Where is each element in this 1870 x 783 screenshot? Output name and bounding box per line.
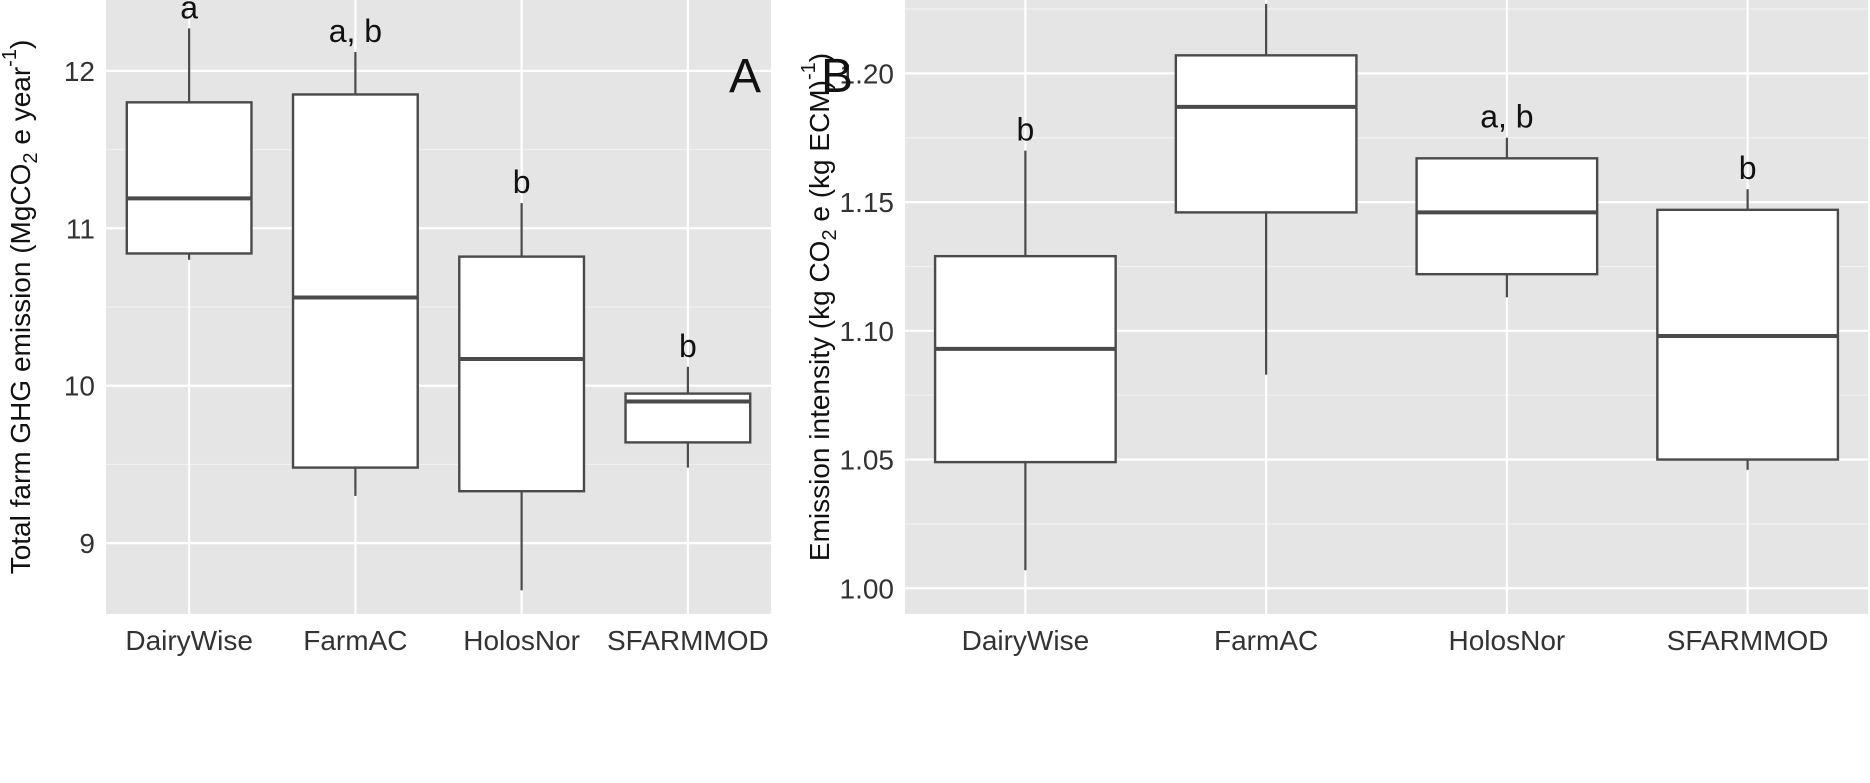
boxplot-farmac: a, b [291, 13, 419, 496]
interquartile-box [125, 101, 253, 255]
panel-b: 1.00 1.05 1.10 1.15 1.20 DairyWise FarmAC Holos… [798, 0, 1868, 656]
interquartile-box [458, 255, 586, 493]
boxplot-sfarmmod: b [624, 328, 752, 468]
significance-letter: b [513, 164, 531, 200]
interquartile-box [1174, 54, 1358, 214]
y-tick-label: 10 [64, 371, 95, 402]
x-tick-label: SFARMMOD [1667, 625, 1829, 656]
y-tick-label: 11 [66, 213, 95, 244]
x-tick-label: FarmAC [1214, 625, 1318, 656]
interquartile-box [933, 254, 1117, 464]
y-axis-title: Emission intensity (kg CO2 e (kg ECM)-1) [798, 53, 841, 561]
boxplot-dairywise: a [125, 0, 253, 260]
y-axis-title: Total farm GHG emission (MgCO2 e year-1) [0, 40, 42, 575]
significance-letter: b [1016, 112, 1034, 148]
interquartile-box [1415, 157, 1599, 276]
y-tick-label: 1.00 [840, 573, 895, 604]
x-tick-label: DairyWise [125, 625, 253, 656]
interquartile-box [291, 93, 419, 469]
x-tick-label: SFARMMOD [607, 625, 769, 656]
y-tick-label: 1.05 [840, 445, 895, 476]
significance-letter: a [180, 0, 198, 25]
boxplot-holosnor: b [458, 164, 586, 591]
x-tick-label: HolosNor [463, 625, 580, 656]
y-tick-label: 1.10 [840, 316, 895, 347]
y-tick-label: 12 [64, 56, 95, 87]
significance-letter: a, b [329, 13, 382, 49]
x-tick-label: HolosNor [1449, 625, 1566, 656]
x-tick-label: DairyWise [962, 625, 1090, 656]
panel-a: 9 10 11 12 DairyWise FarmAC HolosNor SFARMMOD a a… [0, 0, 771, 656]
y-tick-label: 1.15 [840, 187, 895, 218]
y-tick-label: 1.20 [840, 58, 895, 89]
y-tick-label: 9 [79, 528, 95, 559]
boxplot-farmac: a [1174, 0, 1358, 375]
panel-label: A [729, 50, 761, 103]
panel-label: B [821, 50, 853, 103]
boxplot-holosnor: a, b [1415, 99, 1599, 298]
significance-letter: b [679, 328, 697, 364]
boxplot-sfarmmod: b [1656, 150, 1840, 470]
significance-letter: b [1739, 150, 1757, 186]
significance-letter: a, b [1480, 99, 1533, 135]
significance-letter: a [1257, 0, 1275, 1]
x-tick-label: FarmAC [303, 625, 407, 656]
boxplot-dairywise: b [933, 112, 1117, 571]
